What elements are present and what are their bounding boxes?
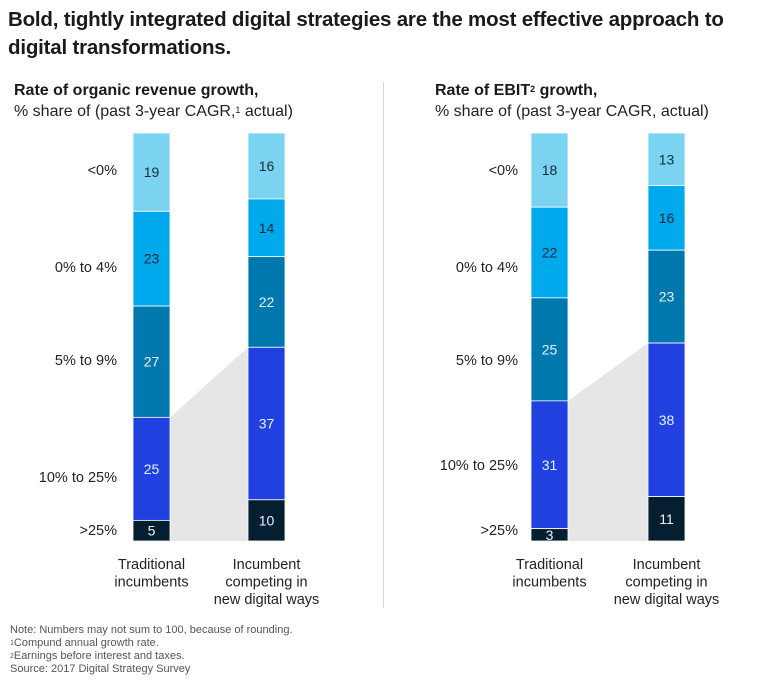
right-panel-title: Rate of EBIT2 growth, bbox=[435, 80, 597, 101]
bar-segment-1-1-3 bbox=[647, 342, 686, 497]
bar-segment-1-1-4 bbox=[647, 496, 686, 542]
bar-segment-0-0-4 bbox=[132, 519, 171, 542]
data-label-0-1-2: 22 bbox=[259, 294, 275, 310]
left-subtitle-prefix: % share of (past 3-year CAGR, bbox=[14, 103, 236, 120]
left-panel-title: Rate of organic revenue growth, bbox=[14, 82, 259, 99]
footnote-2: 2Earnings before interest and taxes. bbox=[10, 650, 293, 663]
connector-band-1 bbox=[568, 343, 648, 541]
data-label-0-0-3: 25 bbox=[144, 461, 160, 477]
left-subtitle-suffix: actual) bbox=[240, 103, 293, 120]
data-label-1-0-1: 22 bbox=[542, 245, 558, 261]
segment-label-0-3: 10% to 25% bbox=[39, 470, 117, 486]
data-label-0-1-3: 37 bbox=[259, 416, 275, 432]
segment-label-1-0: <0% bbox=[489, 163, 519, 179]
connector-band-0 bbox=[170, 347, 248, 541]
left-panel-subtitle: % share of (past 3-year CAGR,1 actual) bbox=[14, 101, 293, 122]
segment-label-0-1: 0% to 4% bbox=[55, 260, 117, 276]
data-label-1-1-0: 13 bbox=[659, 151, 675, 167]
segment-label-1-3: 10% to 25% bbox=[440, 458, 518, 474]
source-text: Source: 2017 Digital Strategy Survey bbox=[10, 663, 191, 675]
segment-label-0-4: >25% bbox=[80, 523, 118, 539]
x-tick-label-1-1-0: Incumbent bbox=[633, 557, 701, 573]
chart-title: Bold, tightly integrated digital strateg… bbox=[8, 8, 724, 59]
data-label-0-1-0: 16 bbox=[259, 158, 275, 174]
footnote-ref-2: 2 bbox=[530, 84, 536, 94]
right-panel-subtitle: % share of (past 3-year CAGR, actual) bbox=[435, 103, 709, 120]
bar-segment-1-1-1 bbox=[647, 185, 686, 251]
x-tick-label-1-0-0: Traditional bbox=[516, 557, 583, 573]
data-label-0-0-1: 23 bbox=[144, 251, 160, 267]
data-label-1-0-4: 3 bbox=[546, 527, 554, 543]
panel-separator bbox=[383, 82, 384, 608]
bar-segment-0-1-1 bbox=[247, 198, 286, 258]
bar-segment-1-0-1 bbox=[530, 206, 569, 299]
x-tick-label-1-1-2: new digital ways bbox=[614, 592, 720, 608]
bar-segment-1-0-4 bbox=[530, 528, 569, 542]
footnotes: Note: Numbers may not sum to 100, becaus… bbox=[10, 624, 293, 676]
bar-segment-0-0-3 bbox=[132, 416, 171, 521]
segment-label-1-2: 5% to 9% bbox=[456, 353, 518, 369]
bar-segment-0-1-3 bbox=[247, 346, 286, 501]
data-label-1-0-0: 18 bbox=[542, 162, 558, 178]
footnote-1-marker: 1 bbox=[10, 640, 14, 647]
data-label-1-1-3: 38 bbox=[659, 412, 675, 428]
segment-label-0-2: 5% to 9% bbox=[55, 353, 117, 369]
x-tick-label-0-1-1: competing in bbox=[225, 575, 307, 591]
x-tick-label-0-0-1: incumbents bbox=[114, 575, 188, 591]
data-label-0-0-4: 5 bbox=[148, 523, 156, 539]
bar-segment-0-0-2 bbox=[132, 305, 171, 418]
data-label-0-0-2: 27 bbox=[144, 354, 160, 370]
bar-segment-1-0-3 bbox=[530, 400, 569, 530]
x-tick-label-0-1-0: Incumbent bbox=[233, 557, 301, 573]
data-label-0-1-4: 10 bbox=[259, 512, 275, 528]
x-tick-label-0-1-2: new digital ways bbox=[214, 592, 320, 608]
bar-segment-1-1-0 bbox=[647, 132, 686, 186]
data-label-1-0-2: 25 bbox=[542, 341, 558, 357]
bar-segment-1-0-0 bbox=[530, 132, 569, 208]
segment-label-1-4: >25% bbox=[481, 523, 519, 539]
data-label-1-1-1: 16 bbox=[659, 210, 675, 226]
data-label-1-1-2: 23 bbox=[659, 289, 675, 305]
bar-segment-1-1-2 bbox=[647, 249, 686, 344]
data-label-0-1-1: 14 bbox=[259, 220, 275, 236]
footnote-2-marker: 2 bbox=[10, 653, 14, 660]
segment-label-1-1: 0% to 4% bbox=[456, 260, 518, 276]
bar-segment-0-1-4 bbox=[247, 499, 286, 542]
segment-label-0-0: <0% bbox=[88, 163, 118, 179]
bar-segment-1-0-2 bbox=[530, 297, 569, 402]
footnote-ref-1: 1 bbox=[235, 105, 241, 115]
x-tick-label-1-0-1: incumbents bbox=[512, 575, 586, 591]
footnote-2-text: Earnings before interest and taxes. bbox=[13, 650, 185, 662]
footnote-1-text: Compund annual growth rate. bbox=[13, 637, 159, 649]
bar-segment-0-1-2 bbox=[247, 256, 286, 348]
right-title-suffix: growth, bbox=[535, 82, 598, 99]
x-tick-label-1-1-1: competing in bbox=[625, 575, 707, 591]
data-label-1-0-3: 31 bbox=[542, 457, 558, 473]
data-label-1-1-4: 11 bbox=[659, 511, 674, 527]
data-label-0-0-0: 19 bbox=[144, 164, 160, 180]
footnote-1: 1Compund annual growth rate. bbox=[10, 637, 293, 650]
right-title-prefix: Rate of EBIT bbox=[435, 82, 531, 99]
x-tick-label-0-0-0: Traditional bbox=[118, 557, 185, 573]
bar-segment-0-0-0 bbox=[132, 132, 171, 212]
note-text: Note: Numbers may not sum to 100, becaus… bbox=[10, 624, 293, 636]
